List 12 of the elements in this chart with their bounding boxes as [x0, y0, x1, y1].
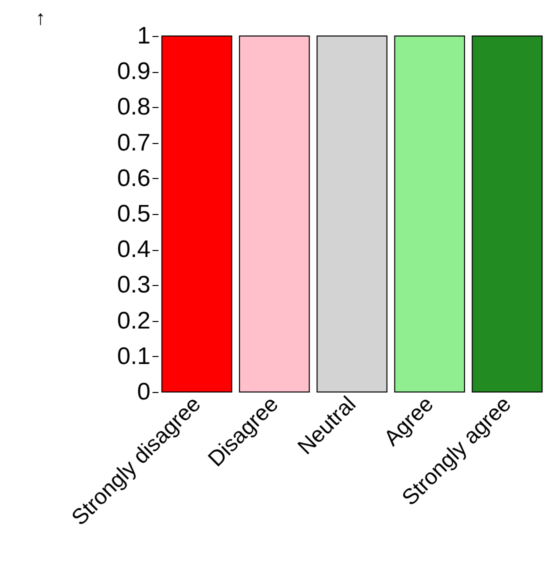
- y-tick-label: 0.5: [117, 200, 150, 228]
- y-tick-label: 0.9: [117, 58, 150, 86]
- y-tick-label: 0.8: [117, 94, 150, 121]
- y-tick-label: 0.6: [117, 164, 150, 192]
- y-tick-label: 0.3: [117, 272, 150, 299]
- y-tick-label: 0.1: [117, 342, 150, 370]
- y-tick-label: 0.2: [117, 307, 150, 334]
- y-axis-title: ↑: [36, 8, 46, 30]
- y-tick-label: 0: [137, 378, 150, 406]
- y-tick-label: 1: [137, 22, 150, 50]
- y-tick-label: 0.4: [117, 236, 150, 264]
- y-tick-label: 0.7: [117, 129, 150, 156]
